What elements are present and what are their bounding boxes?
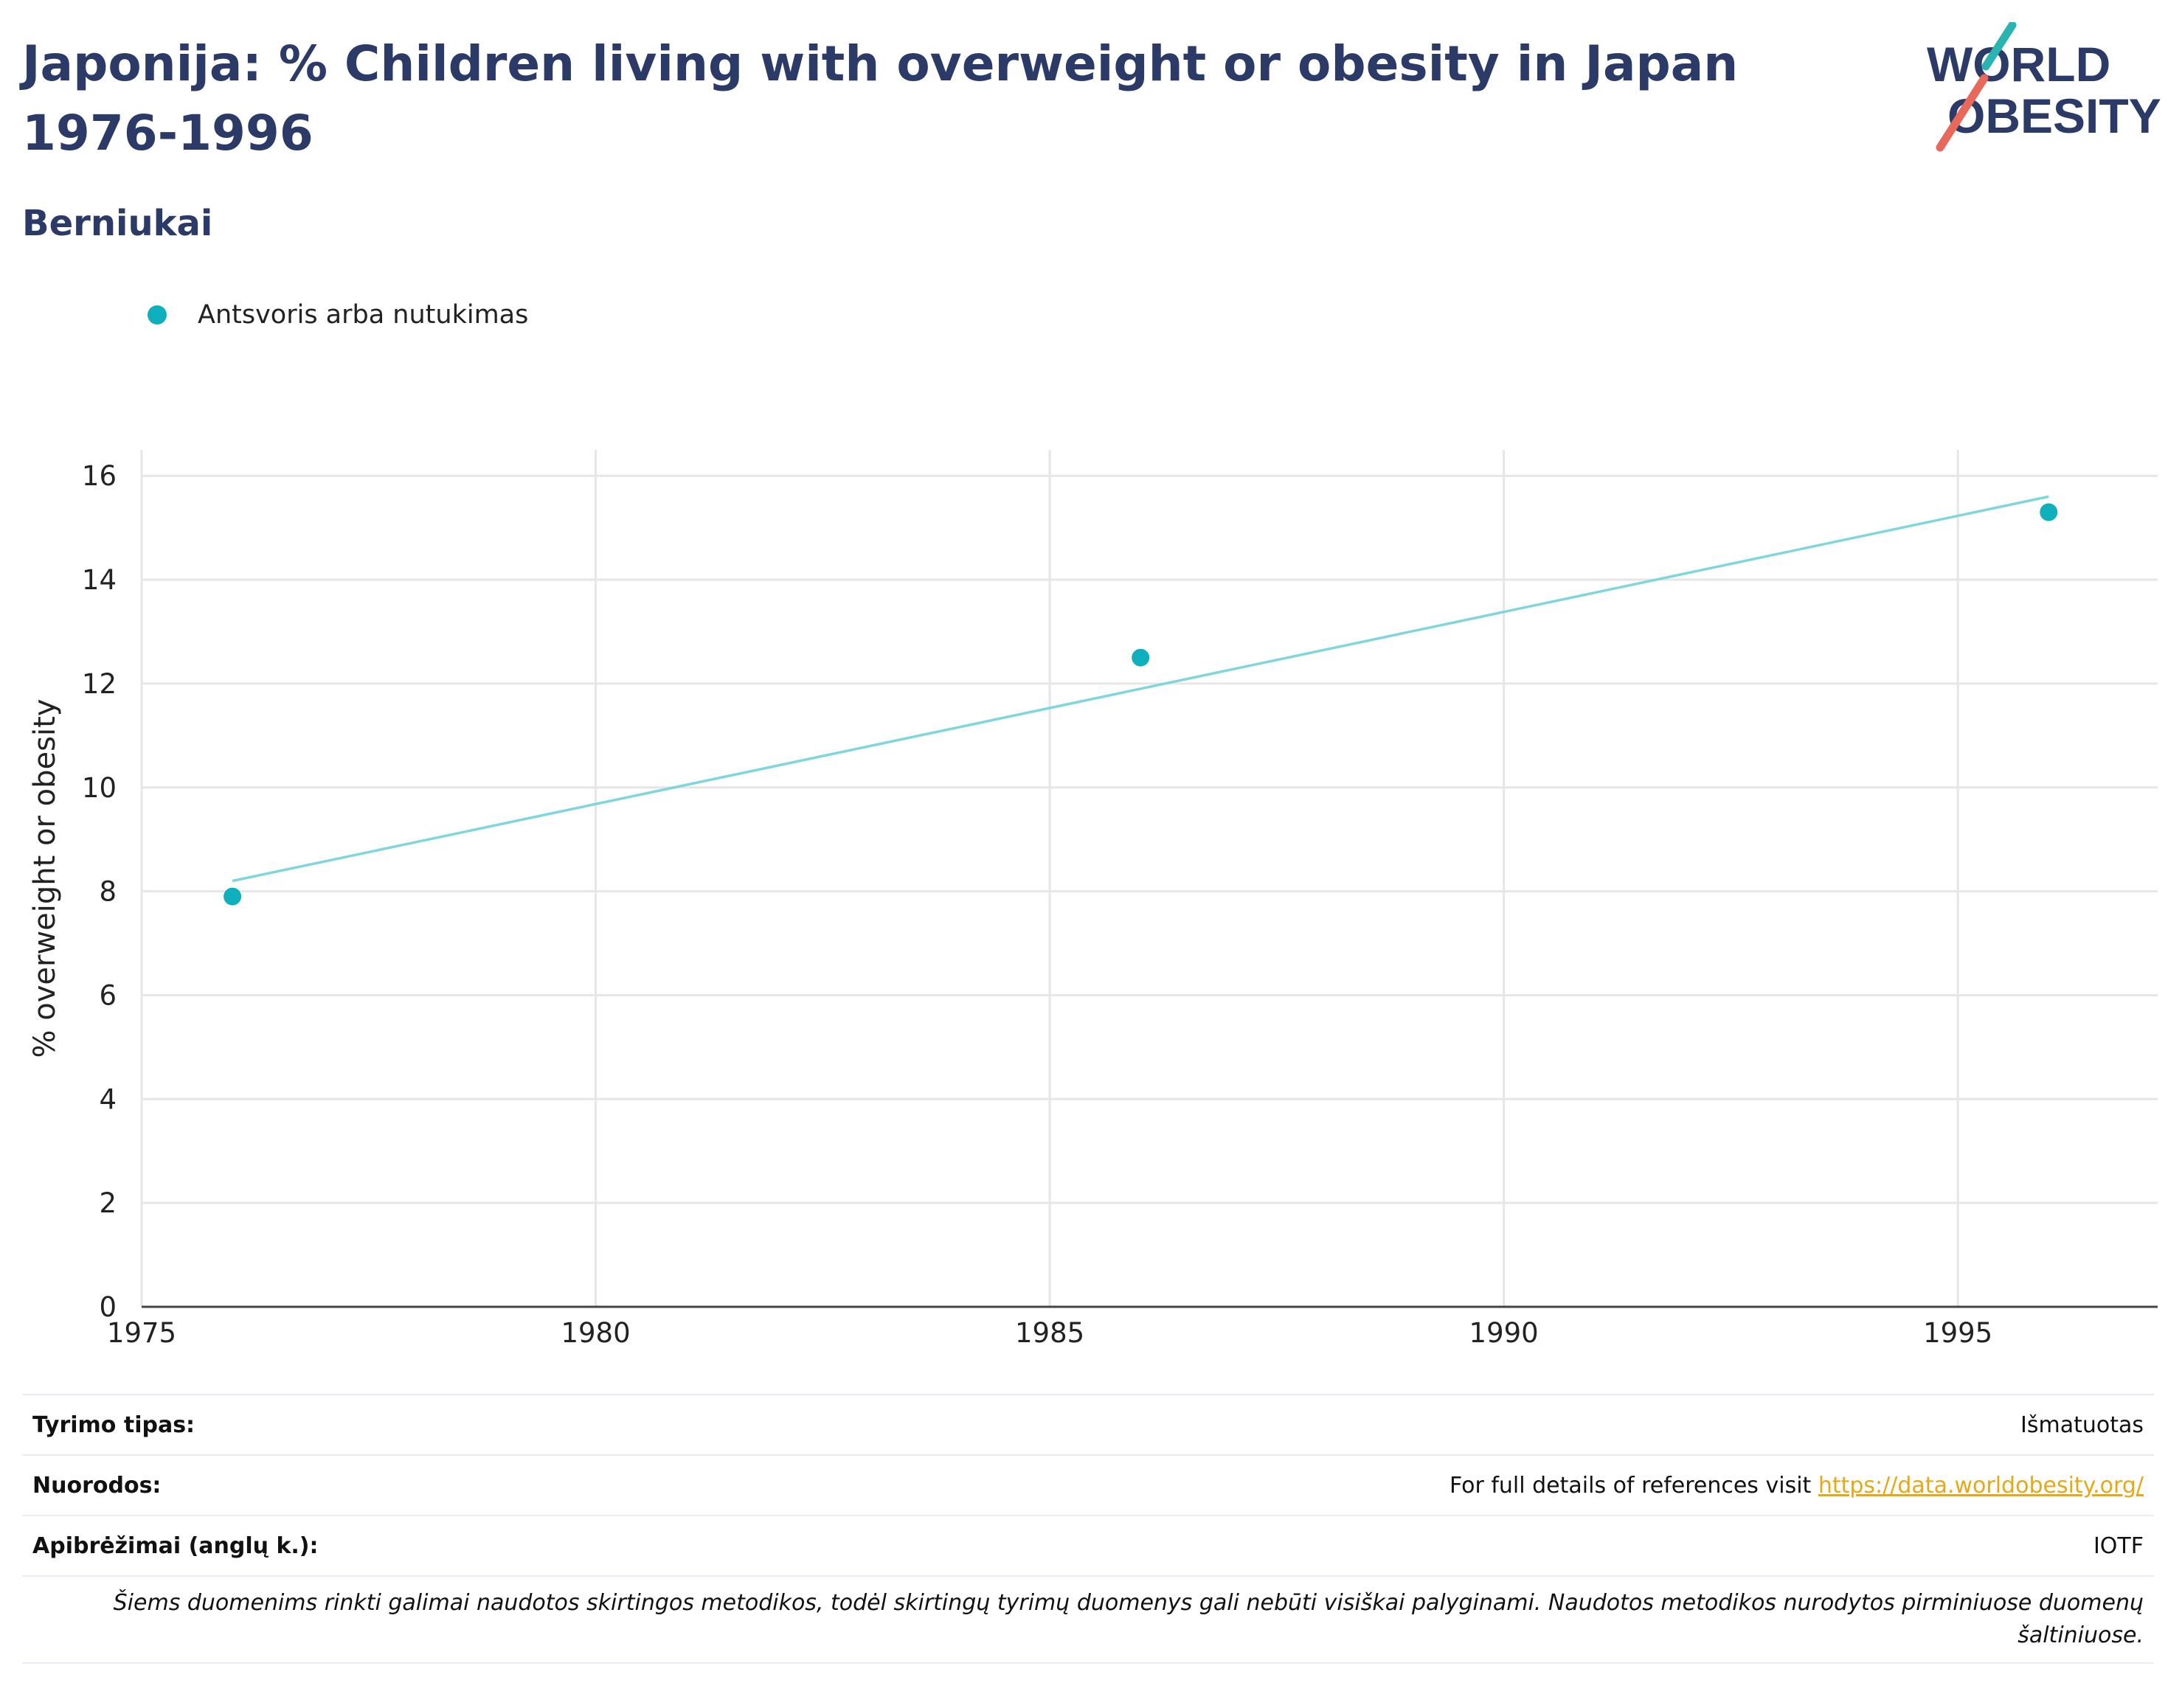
x-tick-label: 1975 [107,1317,176,1349]
logo-slash-teal [1981,22,2017,71]
trendline [232,495,2049,883]
trendline-layer [232,495,2049,883]
grid-lines [140,450,2158,1307]
meta-value: Išmatuotas [2020,1412,2144,1438]
x-tick-label: 1985 [1015,1317,1084,1349]
x-tick-label: 1990 [1469,1317,1539,1349]
tick-labels: 0 2 4 6 8 10 12 14 16 1975 1980 1985 1990 1995 % overw… [28,460,1992,1349]
methodology-note: Šiems duomenims rinkti galimai naudotos … [22,1577,2154,1664]
meta-key: Apibrėžimai (anglų k.): [32,1532,319,1559]
references-link[interactable]: https://data.worldobesity.org/ [1818,1472,2144,1499]
logo-text-world: WORLD [1927,37,2110,91]
meta-row-study-type: Tyrimo tipas: Išmatuotas [22,1395,2154,1456]
references-text: For full details of references visit [1449,1472,1818,1499]
meta-row-definitions: Apibrėžimai (anglų k.): IOTF [22,1516,2154,1577]
data-point [224,887,242,906]
scatter-chart: 0 2 4 6 8 10 12 14 16 1975 1980 1985 1990 1995 % overw… [28,450,2158,1349]
x-tick-label: 1980 [561,1317,630,1349]
logo-slash-coral [1936,74,1989,152]
meta-key: Tyrimo tipas: [32,1412,195,1438]
y-tick-label: 0 [99,1291,117,1323]
y-tick-label: 12 [82,668,117,700]
y-tick-label: 4 [99,1083,117,1115]
legend[interactable]: Antsvoris arba nutukimas [148,296,528,333]
legend-marker [148,305,167,324]
y-tick-label: 14 [82,564,117,596]
data-point [1132,648,1150,667]
metadata-table: Tyrimo tipas: Išmatuotas Nuorodos: For f… [22,1394,2154,1664]
y-tick-label: 8 [99,876,117,908]
legend-label: Antsvoris arba nutukimas [198,300,529,330]
y-tick-label: 6 [99,979,117,1011]
y-tick-label: 2 [99,1187,117,1219]
chart-subtitle: Berniukai [22,203,213,244]
y-tick-label: 16 [82,460,117,492]
meta-value: IOTF [2093,1532,2144,1559]
meta-value: For full details of references visit htt… [1450,1473,2144,1499]
y-tick-label: 10 [82,772,117,804]
meta-row-references: Nuorodos: For full details of references… [22,1456,2154,1516]
meta-key: Nuorodos: [32,1472,162,1499]
logo-text-obesity: OBESITY [1947,88,2161,143]
data-points [224,503,2058,906]
x-tick-label: 1995 [1923,1317,1992,1349]
chart-title: Japonija: % Children living with overwei… [22,35,1739,162]
world-obesity-logo: WORLD OBESITY [1927,22,2161,152]
data-point [2040,503,2058,521]
y-axis-label: % overweight or obesity [28,699,62,1058]
